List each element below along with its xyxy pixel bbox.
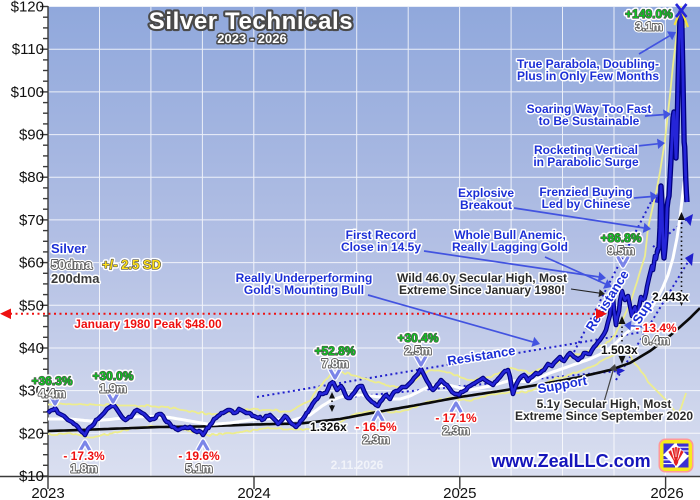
- svg-text:2023 - 2026: 2023 - 2026: [217, 31, 286, 46]
- svg-text:Wild 46.0y Secular High, Most: Wild 46.0y Secular High, Most: [397, 271, 567, 285]
- svg-text:50dma: 50dma: [51, 257, 93, 272]
- svg-text:4.4m: 4.4m: [38, 387, 65, 401]
- svg-text:- 19.6%: - 19.6%: [178, 449, 220, 463]
- svg-text:- 17.1%: - 17.1%: [435, 411, 477, 425]
- svg-text:0.4m: 0.4m: [642, 334, 669, 348]
- svg-text:First Record: First Record: [346, 228, 417, 242]
- svg-text:to Be Sustainable: to Be Sustainable: [539, 114, 640, 128]
- svg-text:1.326x: 1.326x: [310, 420, 347, 434]
- svg-text:0.4m: 0.4m: [642, 334, 669, 348]
- svg-text:2.5m: 2.5m: [404, 344, 431, 358]
- svg-text:$100: $100: [11, 84, 44, 101]
- svg-text:Plus in Only Few Months: Plus in Only Few Months: [517, 69, 659, 83]
- svg-text:Extreme Since September 2020: Extreme Since September 2020: [515, 409, 693, 423]
- svg-text:2026: 2026: [650, 485, 683, 500]
- svg-text:5.1m: 5.1m: [185, 462, 212, 476]
- svg-text:True Parabola, Doubling-: True Parabola, Doubling-: [517, 57, 659, 71]
- svg-text:1.9m: 1.9m: [99, 382, 126, 396]
- svg-text:5.1y Secular High, Most: 5.1y Secular High, Most: [537, 397, 672, 411]
- svg-text:3.1m: 3.1m: [635, 20, 662, 34]
- svg-text:+52.8%: +52.8%: [314, 344, 355, 358]
- svg-text:Whole Bull Anemic,: Whole Bull Anemic,: [454, 228, 566, 242]
- svg-text:1.8m: 1.8m: [70, 462, 97, 476]
- svg-text:1.8m: 1.8m: [70, 462, 97, 476]
- svg-text:Really Underperforming: Really Underperforming: [236, 271, 373, 285]
- svg-text:2024: 2024: [237, 485, 270, 500]
- svg-text:- 16.5%: - 16.5%: [355, 420, 397, 434]
- svg-text:$30: $30: [19, 383, 44, 400]
- svg-text:www.ZealLLC.com: www.ZealLLC.com: [490, 451, 650, 471]
- svg-text:+36.3%: +36.3%: [31, 374, 72, 388]
- svg-text:1.9m: 1.9m: [99, 382, 126, 396]
- svg-text:2.11.2026: 2.11.2026: [331, 458, 384, 472]
- svg-text:Led by Chinese: Led by Chinese: [542, 197, 631, 211]
- svg-text:Silver Technicals: Silver Technicals: [149, 8, 354, 35]
- svg-text:1.503x: 1.503x: [601, 343, 638, 357]
- svg-text:Breakout: Breakout: [460, 198, 512, 212]
- svg-text:+30.0%: +30.0%: [92, 369, 133, 383]
- svg-text:$60: $60: [19, 255, 44, 272]
- svg-text:Rocketing Vertical: Rocketing Vertical: [534, 143, 638, 157]
- svg-text:Really Lagging Gold: Really Lagging Gold: [452, 240, 568, 254]
- svg-text:7.8m: 7.8m: [321, 357, 348, 371]
- svg-text:Close in 14.5y: Close in 14.5y: [341, 240, 421, 254]
- svg-text:Silver Technicals: Silver Technicals: [150, 10, 355, 37]
- svg-text:9.5m: 9.5m: [607, 244, 634, 258]
- svg-text:50dma: 50dma: [51, 257, 93, 272]
- svg-text:$10: $10: [19, 468, 44, 485]
- svg-text:2025: 2025: [443, 485, 476, 500]
- svg-text:+30.4%: +30.4%: [397, 331, 438, 345]
- svg-text:$50: $50: [19, 297, 44, 314]
- svg-text:+/- 2.5 SD: +/- 2.5 SD: [102, 257, 161, 272]
- svg-text:7.8m: 7.8m: [321, 357, 348, 371]
- svg-text:in Parabolic Surge: in Parabolic Surge: [533, 155, 639, 169]
- svg-text:2.3m: 2.3m: [442, 424, 469, 438]
- svg-text:200dma: 200dma: [51, 271, 100, 286]
- svg-text:2023: 2023: [31, 485, 64, 500]
- svg-text:Soaring Way Too Fast: Soaring Way Too Fast: [527, 102, 652, 116]
- svg-text:Gold's Mounting Bull: Gold's Mounting Bull: [244, 283, 364, 297]
- svg-text:2.3m: 2.3m: [362, 433, 389, 447]
- svg-text:2.5m: 2.5m: [404, 344, 431, 358]
- svg-text:$20: $20: [19, 425, 44, 442]
- svg-text:$90: $90: [19, 127, 44, 144]
- svg-text:+52.8%: +52.8%: [314, 344, 355, 358]
- svg-text:- 13.4%: - 13.4%: [635, 321, 677, 335]
- svg-text:+86.8%: +86.8%: [600, 231, 641, 245]
- svg-text:+36.3%: +36.3%: [31, 374, 72, 388]
- svg-text:Extreme Since January 1980!: Extreme Since January 1980!: [399, 283, 565, 297]
- svg-text:Explosive: Explosive: [458, 186, 514, 200]
- svg-text:5.1m: 5.1m: [185, 462, 212, 476]
- svg-text:Frenzied Buying: Frenzied Buying: [539, 185, 632, 199]
- svg-text:2.3m: 2.3m: [442, 424, 469, 438]
- svg-text:4.4m: 4.4m: [38, 387, 65, 401]
- svg-text:+30.0%: +30.0%: [92, 369, 133, 383]
- svg-text:+149.0%: +149.0%: [625, 7, 673, 21]
- svg-text:$120: $120: [11, 0, 44, 16]
- svg-text:Silver: Silver: [51, 241, 86, 256]
- svg-text:3.1m: 3.1m: [635, 20, 662, 34]
- svg-text:9.5m: 9.5m: [607, 244, 634, 258]
- svg-text:January 1980 Peak $48.00: January 1980 Peak $48.00: [74, 317, 222, 331]
- svg-text:+30.4%: +30.4%: [397, 331, 438, 345]
- svg-text:+149.0%: +149.0%: [625, 7, 673, 21]
- svg-text:2.3m: 2.3m: [362, 433, 389, 447]
- svg-text:$110: $110: [12, 41, 44, 58]
- svg-text:+86.8%: +86.8%: [600, 231, 641, 245]
- svg-text:2.443x: 2.443x: [652, 290, 689, 304]
- svg-text:+/- 2.5 SD: +/- 2.5 SD: [102, 257, 161, 272]
- svg-text:$70: $70: [19, 212, 44, 229]
- svg-text:$80: $80: [19, 169, 44, 186]
- svg-text:$40: $40: [19, 340, 44, 357]
- svg-text:- 17.3%: - 17.3%: [63, 449, 105, 463]
